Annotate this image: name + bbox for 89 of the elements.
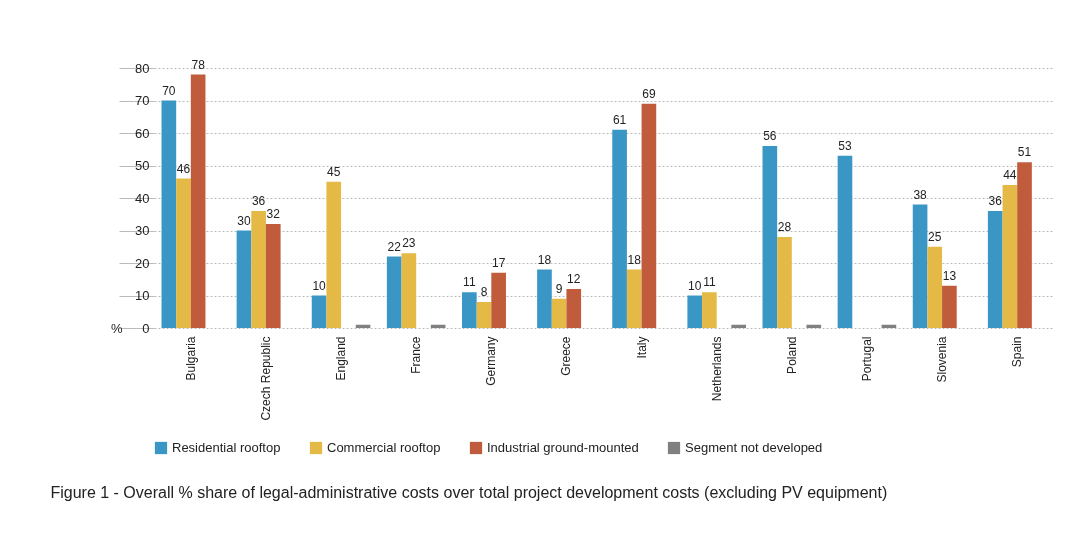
text: Figure 1 - Overall % share of legal-administrative costs over total project development costs (excluding PV equipment) bbox=[50, 484, 888, 501]
x-tick-label: Netherlands bbox=[709, 336, 724, 402]
y-tick-label: 50 bbox=[135, 158, 150, 173]
data-label: 56 bbox=[763, 129, 777, 143]
bar bbox=[386, 256, 402, 328]
data-label: 10 bbox=[312, 278, 327, 293]
data-label: 18 bbox=[537, 252, 552, 267]
data-label: 51 bbox=[1017, 145, 1032, 160]
bar bbox=[806, 324, 822, 328]
y-tick-label: 20 bbox=[135, 255, 150, 271]
y-tick-label: 0 bbox=[142, 320, 150, 336]
data-label: 53 bbox=[838, 138, 852, 153]
bar bbox=[987, 211, 1003, 328]
data-label: 22 bbox=[387, 239, 402, 254]
bar bbox=[731, 324, 746, 328]
data-label: 13 bbox=[942, 268, 957, 283]
legend-label: Industrial ground-mounted bbox=[487, 440, 639, 455]
bar bbox=[326, 181, 342, 328]
y-tick-label: 70 bbox=[135, 93, 150, 108]
bar bbox=[311, 295, 327, 328]
data-label: 70 bbox=[162, 83, 176, 98]
data-label: 46 bbox=[176, 161, 191, 176]
x-tick-label: Greece bbox=[559, 336, 574, 376]
bar bbox=[762, 146, 778, 328]
bar bbox=[566, 289, 582, 328]
data-label: 18 bbox=[627, 252, 642, 267]
data-label: 78 bbox=[191, 57, 206, 72]
bar bbox=[702, 292, 717, 328]
data-label: 44 bbox=[1003, 168, 1017, 182]
data-label: 45 bbox=[327, 164, 341, 179]
y-tick-label: 40 bbox=[135, 190, 150, 206]
bar bbox=[462, 292, 477, 328]
data-label: 12 bbox=[567, 272, 581, 286]
data-label: 23 bbox=[402, 236, 416, 251]
x-tick-label: Portugal bbox=[859, 336, 874, 382]
data-label: 11 bbox=[703, 275, 716, 290]
bar bbox=[687, 295, 703, 328]
data-label: 8 bbox=[480, 285, 488, 299]
bar bbox=[912, 204, 928, 328]
bar bbox=[837, 155, 853, 328]
bar bbox=[1002, 185, 1018, 328]
bar bbox=[537, 269, 552, 328]
x-tick-label: England bbox=[334, 336, 349, 381]
data-label: 32 bbox=[266, 207, 281, 221]
bar bbox=[476, 302, 492, 328]
data-label: 17 bbox=[491, 255, 506, 270]
bar bbox=[612, 129, 627, 328]
bar bbox=[942, 285, 957, 328]
data-label: 25 bbox=[928, 229, 942, 244]
y-tick-label: 10 bbox=[135, 288, 150, 303]
legend-label: Residential rooftop bbox=[172, 440, 281, 455]
data-label: 28 bbox=[777, 220, 792, 234]
legend-label: Commercial rooftop bbox=[327, 440, 441, 455]
bar bbox=[777, 237, 792, 328]
bar bbox=[1017, 162, 1032, 328]
bar bbox=[251, 211, 266, 328]
bar bbox=[190, 74, 206, 328]
x-tick-label: Poland bbox=[784, 336, 799, 374]
bar bbox=[401, 253, 417, 328]
x-tick-label: Slovenia bbox=[935, 336, 950, 383]
legend-label: Segment not developed bbox=[685, 440, 823, 455]
bar bbox=[176, 178, 191, 328]
y-tick-label: 30 bbox=[135, 223, 150, 238]
data-label: 36 bbox=[988, 194, 1003, 208]
data-label: 10 bbox=[688, 278, 702, 293]
bar bbox=[641, 103, 657, 328]
x-tick-label: France bbox=[409, 336, 424, 374]
y-tick-label: 80 bbox=[135, 60, 150, 76]
data-label: 11 bbox=[463, 275, 476, 290]
bar bbox=[161, 100, 177, 328]
y-axis-title: % bbox=[110, 320, 123, 336]
data-label: 38 bbox=[913, 187, 928, 202]
data-label: 61 bbox=[612, 112, 627, 127]
bar bbox=[551, 298, 567, 328]
bar bbox=[265, 224, 281, 328]
data-label: 30 bbox=[237, 213, 251, 228]
x-tick-label: Italy bbox=[634, 336, 649, 359]
x-tick-label: Germany bbox=[484, 336, 499, 386]
x-tick-label: Czech Republic bbox=[258, 336, 273, 421]
x-tick-label: Bulgaria bbox=[183, 336, 198, 381]
bar bbox=[236, 230, 252, 328]
bar bbox=[491, 272, 506, 328]
data-label: 9 bbox=[555, 281, 563, 296]
bar bbox=[927, 246, 943, 328]
data-label: 36 bbox=[251, 194, 266, 208]
y-tick-label: 60 bbox=[135, 125, 150, 141]
x-tick-label: Spain bbox=[1010, 336, 1025, 368]
data-label: 69 bbox=[642, 86, 656, 101]
bar bbox=[626, 269, 642, 328]
